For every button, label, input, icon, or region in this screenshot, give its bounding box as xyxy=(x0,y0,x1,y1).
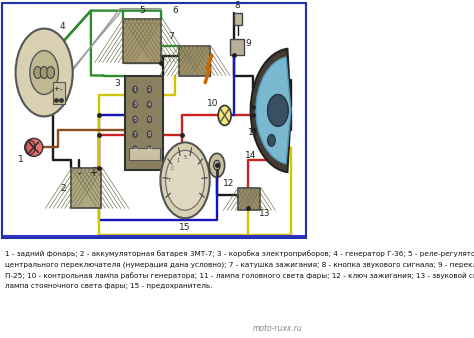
FancyBboxPatch shape xyxy=(72,168,101,208)
Text: 12: 12 xyxy=(223,179,234,188)
Text: moto-ruxx.ru: moto-ruxx.ru xyxy=(253,324,302,333)
FancyBboxPatch shape xyxy=(125,75,163,170)
Text: 13: 13 xyxy=(258,209,270,218)
Circle shape xyxy=(133,131,137,138)
Circle shape xyxy=(26,140,35,154)
Circle shape xyxy=(214,160,220,170)
Wedge shape xyxy=(251,49,291,172)
Circle shape xyxy=(165,150,205,210)
Wedge shape xyxy=(256,57,291,164)
Circle shape xyxy=(47,67,55,78)
Circle shape xyxy=(133,116,137,123)
Text: 7: 7 xyxy=(134,132,137,137)
Text: 6: 6 xyxy=(173,6,178,15)
Text: лампа стояночного света фары; 15 - предохранитель.: лампа стояночного света фары; 15 - предо… xyxy=(5,283,212,289)
Ellipse shape xyxy=(25,138,43,156)
Text: центрального переключателя (нумерация дана условно); 7 - катушка зажигания; 8 - : центрального переключателя (нумерация да… xyxy=(5,261,474,268)
Circle shape xyxy=(133,86,137,93)
Text: Г: Г xyxy=(169,178,172,183)
FancyBboxPatch shape xyxy=(237,188,260,210)
Text: 1 - задний фонарь; 2 - аккумуляторная батарея 3МТ-7; 3 - коробка электроприборов: 1 - задний фонарь; 2 - аккумуляторная ба… xyxy=(5,250,474,257)
Circle shape xyxy=(147,131,152,138)
Text: 5: 5 xyxy=(183,155,187,160)
FancyBboxPatch shape xyxy=(179,46,210,75)
Text: С: С xyxy=(171,166,174,171)
Circle shape xyxy=(147,146,152,153)
Circle shape xyxy=(267,94,288,126)
Text: 15: 15 xyxy=(179,223,191,232)
Circle shape xyxy=(267,135,275,146)
Text: 2: 2 xyxy=(148,87,151,92)
Text: 3: 3 xyxy=(115,79,120,88)
Circle shape xyxy=(133,101,137,108)
Text: 1: 1 xyxy=(18,155,24,164)
Text: 8: 8 xyxy=(148,132,151,137)
Text: 1: 1 xyxy=(134,87,137,92)
Circle shape xyxy=(40,67,48,78)
FancyBboxPatch shape xyxy=(234,13,242,25)
Text: 11: 11 xyxy=(247,128,259,137)
Text: -: - xyxy=(77,168,81,178)
Text: П-25; 10 - контрольная лампа работы генератора; 11 - лампа головного света фары;: П-25; 10 - контрольная лампа работы гене… xyxy=(5,272,474,279)
Text: 2: 2 xyxy=(61,184,66,193)
Text: 14: 14 xyxy=(245,151,256,160)
Text: 10: 10 xyxy=(207,99,219,108)
Circle shape xyxy=(147,101,152,108)
FancyBboxPatch shape xyxy=(123,19,161,63)
Text: 5: 5 xyxy=(134,117,137,122)
Circle shape xyxy=(147,116,152,123)
Text: 1: 1 xyxy=(176,158,179,163)
Text: 4: 4 xyxy=(148,102,151,107)
Circle shape xyxy=(147,86,152,93)
Circle shape xyxy=(133,146,137,153)
Text: 10: 10 xyxy=(146,147,153,152)
Text: 9: 9 xyxy=(245,39,251,48)
Text: 4: 4 xyxy=(60,22,65,31)
Circle shape xyxy=(30,51,58,94)
Text: +: + xyxy=(53,87,59,93)
Circle shape xyxy=(34,67,42,78)
Circle shape xyxy=(209,153,225,177)
Circle shape xyxy=(16,29,73,116)
Text: 7: 7 xyxy=(169,32,174,41)
FancyBboxPatch shape xyxy=(230,39,244,54)
Text: 9: 9 xyxy=(134,147,137,152)
Text: +: + xyxy=(90,168,98,178)
FancyBboxPatch shape xyxy=(128,148,160,160)
Circle shape xyxy=(218,105,231,125)
Text: 6: 6 xyxy=(148,117,151,122)
Text: 3: 3 xyxy=(134,102,137,107)
FancyBboxPatch shape xyxy=(53,82,65,104)
Text: -: - xyxy=(60,87,62,93)
Circle shape xyxy=(160,142,210,218)
Text: 5: 5 xyxy=(139,6,145,15)
Text: 8: 8 xyxy=(235,1,240,10)
